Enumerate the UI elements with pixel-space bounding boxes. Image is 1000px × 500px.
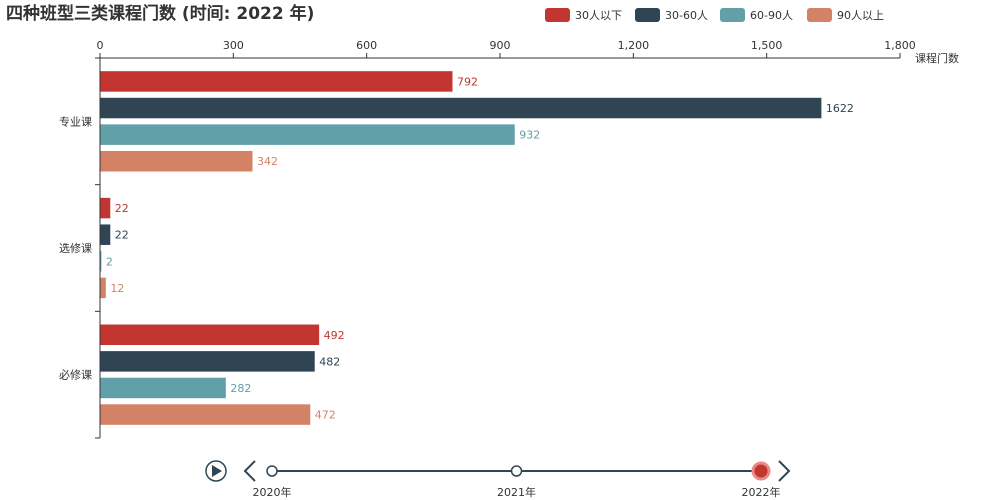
data-label: 342 [257, 155, 278, 168]
legend[interactable]: 30人以下 30-60人 60-90人 90人以上 [545, 8, 884, 22]
x-tick-label: 1,800 [884, 39, 916, 52]
category-label: 必修课 [59, 368, 92, 382]
play-button-ring[interactable] [205, 460, 227, 482]
data-label: 2 [106, 255, 113, 268]
bar [100, 377, 226, 399]
chart-title: 四种班型三类课程门数 (时间: 2022 年) [6, 3, 314, 24]
data-label: 1622 [826, 102, 854, 115]
bar [100, 150, 253, 172]
x-tick-label: 300 [223, 39, 244, 52]
timeline-label[interactable]: 2020年 [253, 485, 292, 499]
legend-swatch[interactable] [720, 8, 745, 22]
data-label: 282 [230, 382, 251, 395]
bar [100, 351, 315, 372]
bar [100, 124, 515, 145]
timeline-node-active[interactable] [751, 461, 771, 481]
category-label: 专业课 [59, 114, 92, 128]
legend-label[interactable]: 30-60人 [665, 9, 708, 22]
data-label: 22 [115, 229, 129, 242]
data-label: 22 [115, 202, 129, 215]
bar [100, 97, 822, 119]
chevron-left-icon[interactable] [243, 460, 256, 482]
timeline-node[interactable] [266, 465, 278, 477]
bar [100, 277, 106, 299]
x-tick-label: 600 [356, 39, 377, 52]
legend-label[interactable]: 30人以下 [575, 9, 622, 22]
data-label: 482 [319, 355, 340, 368]
bar [100, 197, 111, 219]
legend-label[interactable]: 90人以上 [837, 9, 884, 22]
bar [100, 324, 320, 346]
data-label: 472 [315, 409, 336, 422]
chevron-right-icon[interactable] [778, 460, 791, 482]
data-label: 792 [457, 75, 478, 88]
legend-swatch[interactable] [635, 8, 660, 22]
x-tick-label: 1,500 [751, 39, 783, 52]
bar [100, 71, 453, 92]
timeline[interactable]: 2020年 2021年 2022年 [205, 460, 791, 499]
bar [100, 404, 311, 425]
play-icon[interactable] [205, 460, 227, 482]
x-tick-label: 1,200 [618, 39, 650, 52]
timeline-label[interactable]: 2022年 [742, 485, 781, 499]
legend-swatch[interactable] [807, 8, 832, 22]
legend-label[interactable]: 60-90人 [750, 9, 793, 22]
play-triangle[interactable] [212, 465, 222, 477]
timeline-label[interactable]: 2021年 [497, 485, 536, 499]
data-label: 932 [519, 129, 540, 142]
legend-swatch[interactable] [545, 8, 570, 22]
data-label: 12 [110, 282, 124, 295]
category-label: 选修课 [59, 241, 92, 255]
x-tick-label: 0 [97, 39, 104, 52]
data-label: 492 [324, 329, 345, 342]
bar [100, 251, 102, 272]
x-axis-name: 课程门数 [915, 51, 959, 65]
x-tick-label: 900 [490, 39, 511, 52]
timeline-node[interactable] [510, 465, 523, 477]
bar [100, 224, 111, 245]
